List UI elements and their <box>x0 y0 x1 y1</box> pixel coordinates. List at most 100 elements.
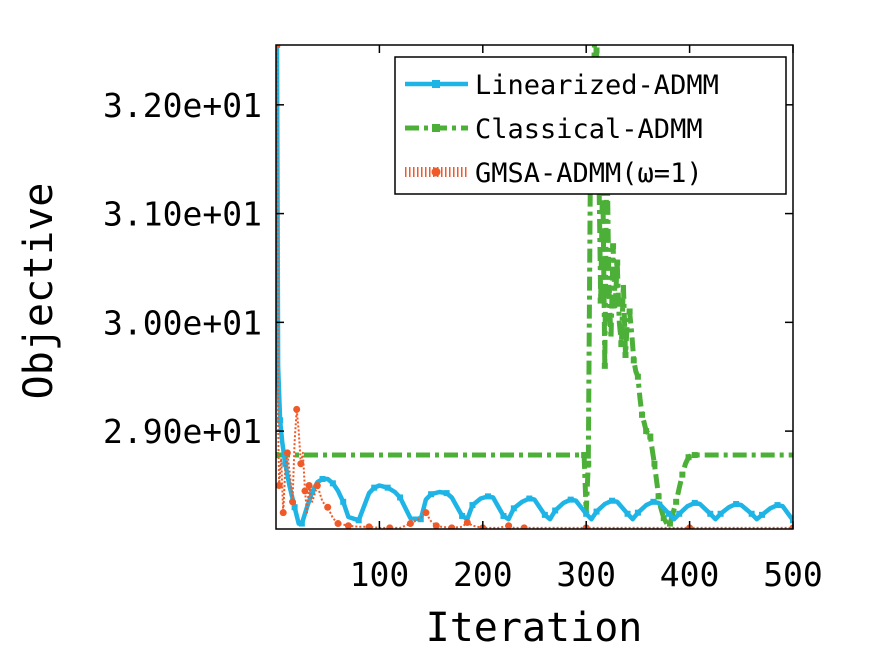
data-point <box>443 490 450 497</box>
data-point <box>340 498 347 505</box>
data-point <box>660 515 667 522</box>
data-point <box>500 512 507 519</box>
x-tick-label: 200 <box>453 555 513 594</box>
data-point <box>685 454 692 461</box>
data-point <box>673 498 680 505</box>
data-point <box>643 428 650 435</box>
data-point <box>384 484 391 491</box>
legend-marker <box>431 167 441 177</box>
data-point <box>428 491 435 498</box>
data-point <box>605 286 612 293</box>
data-point <box>610 243 617 250</box>
data-point <box>651 460 658 467</box>
data-point <box>329 480 336 487</box>
data-point <box>365 523 373 529</box>
data-point <box>634 373 641 380</box>
data-point <box>581 452 588 459</box>
data-point <box>282 460 289 467</box>
x-tick-label: 100 <box>350 555 410 594</box>
data-point <box>707 510 714 517</box>
data-point <box>583 510 590 517</box>
data-point <box>622 351 629 358</box>
data-point <box>505 522 513 529</box>
data-point <box>691 499 698 506</box>
data-point <box>630 357 637 364</box>
data-point <box>624 510 631 517</box>
data-point <box>406 520 414 528</box>
data-point <box>484 493 491 500</box>
data-point <box>283 449 291 457</box>
data-point <box>758 511 765 518</box>
data-point <box>422 509 430 517</box>
data-point <box>666 520 673 527</box>
data-point <box>790 517 793 524</box>
data-point <box>567 496 574 503</box>
plot-area-frame <box>275 44 794 530</box>
data-point <box>313 481 321 489</box>
data-point <box>463 518 471 526</box>
data-point <box>309 489 316 496</box>
data-point <box>291 504 298 511</box>
data-point <box>626 308 633 315</box>
y-tick-label: 3.10e+01 <box>103 195 262 234</box>
data-point <box>298 520 305 527</box>
legend-label: Classical-ADMM <box>475 114 703 145</box>
x-tick-label: 400 <box>660 555 720 594</box>
data-point <box>469 502 476 509</box>
legend-marker <box>432 124 440 132</box>
data-point <box>276 45 281 49</box>
data-point <box>733 500 740 507</box>
data-point <box>448 524 456 529</box>
data-point <box>279 509 287 517</box>
legend-label: Linearized-ADMM <box>475 70 719 101</box>
data-point <box>609 497 616 504</box>
data-point <box>277 417 284 424</box>
y-axis-label: Objective <box>16 183 62 400</box>
data-point <box>614 259 621 266</box>
data-point <box>647 433 654 440</box>
y-tick-label: 2.90e+01 <box>103 412 262 451</box>
data-point <box>526 495 533 502</box>
series-line-gmsa-admm-1 <box>276 45 793 529</box>
series-group <box>276 45 793 529</box>
legend: Linearized-ADMM Classical-ADMM GMSA-ADMM(ω… <box>394 56 787 195</box>
legend-box <box>394 56 787 195</box>
data-point <box>520 524 528 529</box>
legend-label: GMSA-ADMM(ω=1) <box>475 158 703 189</box>
data-point <box>717 510 724 517</box>
data-point <box>774 502 781 509</box>
y-tick-label: 3.20e+01 <box>103 86 262 125</box>
data-point <box>319 475 326 482</box>
data-point <box>301 487 309 495</box>
data-point <box>417 516 424 523</box>
data-point <box>344 522 352 529</box>
data-point <box>397 494 404 501</box>
data-point <box>597 297 604 304</box>
tick-layer: 100 200 300 400 500 2.90e+01 3.00e+01 3.10e+01 3… <box>103 45 823 594</box>
data-point <box>334 520 342 528</box>
data-point <box>324 503 332 511</box>
data-point <box>634 509 641 516</box>
data-point <box>510 505 517 512</box>
data-point <box>679 471 686 478</box>
series-layer <box>276 45 793 529</box>
data-point <box>386 524 394 529</box>
legend-items: Linearized-ADMM Classical-ADMM GMSA-ADMM(ω… <box>405 70 719 189</box>
data-point <box>789 524 793 529</box>
x-tick-label: 300 <box>556 555 616 594</box>
data-point <box>371 484 378 491</box>
data-point <box>459 512 466 519</box>
data-point <box>552 507 559 514</box>
data-point <box>593 508 600 515</box>
data-point <box>655 493 662 500</box>
data-point <box>355 517 362 524</box>
y-tick-label: 3.00e+01 <box>103 303 262 342</box>
x-axis-label: Iteration <box>426 605 643 651</box>
data-point <box>276 481 283 489</box>
data-point <box>618 341 625 348</box>
data-point <box>676 510 683 517</box>
x-tick-label: 500 <box>763 555 823 594</box>
data-point <box>650 498 657 505</box>
data-point <box>297 460 305 468</box>
